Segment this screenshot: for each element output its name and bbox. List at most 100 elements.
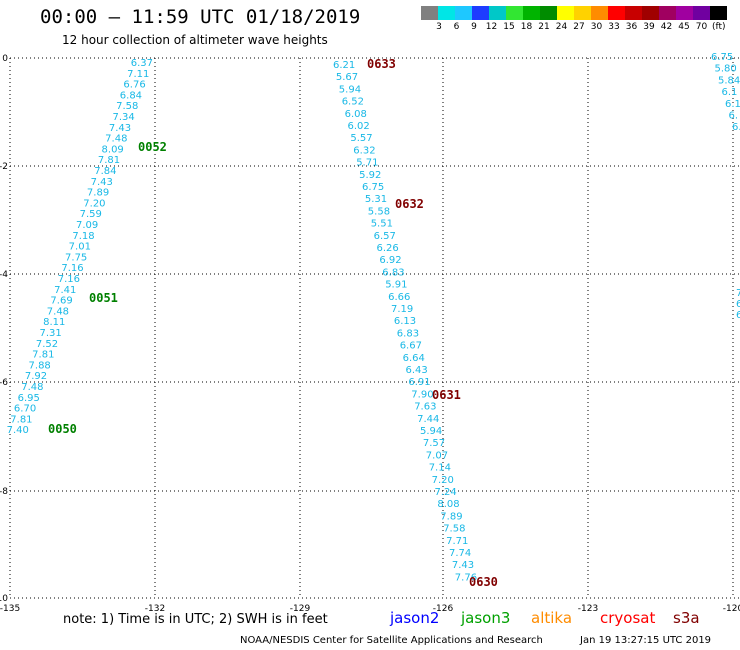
scale-swatch [421,6,438,20]
swh-value: 6. [736,299,740,310]
swh-value: 6.52 [342,97,364,108]
swh-value: 7.43 [91,177,113,188]
scale-swatch [659,6,676,20]
x-tick-label: -135 [0,604,20,614]
scale-swatch [523,6,540,20]
x-tick-label: -126 [433,604,454,614]
swh-value: 7.58 [443,524,465,535]
swh-value: 5.57 [350,133,372,144]
swh-value: 7.74 [449,548,471,559]
swh-value: 5.91 [385,280,407,291]
swh-value: 7.20 [432,475,454,486]
swh-value: 7.58 [116,101,138,112]
swh-value: 7.44 [417,414,439,425]
x-tick-label: -120 [723,604,740,614]
x-tick-label: -123 [578,604,598,614]
x-tick-label: -132 [145,604,165,614]
footnote: note: 1) Time is in UTC; 2) SWH is in fe… [63,612,328,627]
satellite-name-s3a: s3a [673,609,700,627]
pass-number-label: 0050 [48,422,77,436]
map-subtitle: 12 hour collection of altimeter wave hei… [62,33,328,47]
scale-label: 42 [660,22,673,32]
swh-value: 7.41 [54,285,76,296]
swh-value: 6.57 [374,231,396,242]
swh-value: 6.75 [362,182,384,193]
x-tick-label: -129 [290,604,311,614]
scale-label: 36 [625,22,638,32]
swh-value: 7.63 [414,402,436,413]
scale-swatch [489,6,506,20]
swh-value: 7.07 [426,450,448,461]
scale-label: 24 [555,22,568,32]
satellite-name-jason2: jason2 [390,609,440,627]
scale-swatch [642,6,659,20]
swh-value: 6.64 [403,353,425,364]
swh-value: 5.84 [718,75,740,86]
swh-value: 6.1 [722,87,738,98]
swh-value: 7.84 [94,166,116,177]
swh-value: 6.13 [394,316,416,327]
scale-swatch [693,6,710,20]
swh-value: 7.48 [105,134,127,145]
y-tick-label: -8 [0,487,8,497]
y-tick-label: -6 [0,378,8,388]
swh-value: 7.16 [58,274,80,285]
swh-value: 7.81 [32,350,54,361]
swh-value: 7.20 [83,198,105,209]
swh-value: 6.1 [725,99,740,110]
swh-value: 7.18 [72,231,94,242]
swh-value: 5.92 [359,170,381,181]
swh-value: 5.51 [371,219,393,230]
swh-value: 8.08 [437,499,459,510]
satellite-name-altika: altika [531,609,573,627]
swh-value: 7.59 [80,209,102,220]
pass-number-label: 0631 [432,388,461,402]
swh-value: 6. [729,111,739,122]
swh-value: 6. [732,122,740,133]
scale-swatch [625,6,642,20]
swh-value: 7.69 [50,296,72,307]
swh-value: 5.80 [715,64,737,75]
pass-number-label: 0630 [469,575,498,589]
swh-value: 6.76 [123,80,145,91]
scale-swatch [591,6,608,20]
swh-value: 6.43 [406,365,428,376]
swh-value: 6.84 [120,90,142,101]
swh-value: 6.37 [131,58,153,69]
swh-value: 7.09 [76,220,98,231]
swh-value: 5.31 [365,194,387,205]
swh-value: 6.83 [397,328,419,339]
map-title: 00:00 – 11:59 UTC 01/18/2019 [40,6,361,28]
y-tick-label: -10 [0,594,8,604]
swh-value: 6.75 [711,52,733,63]
scale-label: 70 [695,22,708,32]
scale-label: 39 [643,22,655,32]
pass-number-label: 0633 [367,57,396,71]
swh-value: 7.48 [21,382,43,393]
swh-value: 7.19 [391,304,413,315]
swh-value: 6.95 [18,393,40,404]
scale-label: 6 [453,22,460,32]
swh-value: 5.58 [368,206,390,217]
swh-value: 5.71 [356,158,378,169]
scale-swatch [540,6,557,20]
swh-value: 6. [736,310,740,321]
scale-label: 12 [485,22,498,32]
swh-value: 6.92 [379,255,401,266]
scale-label: 27 [573,22,585,32]
swh-value: 7.76 [455,572,477,583]
scale-unit: (ft) [712,22,726,32]
scale-swatch [557,6,574,20]
scale-swatch [676,6,693,20]
swh-value: 6.91 [408,377,430,388]
swh-value: 6.67 [400,341,422,352]
pass-number-label: 0051 [89,291,118,305]
swh-value: 7.34 [112,112,134,123]
swh-value: 7.43 [452,560,474,571]
swh-value: 7.90 [411,389,433,400]
swh-value: 7.81 [10,414,32,425]
swh-value: 7.89 [87,188,109,199]
swh-value: 7.24 [435,487,457,498]
swh-value: 5.67 [336,72,358,83]
